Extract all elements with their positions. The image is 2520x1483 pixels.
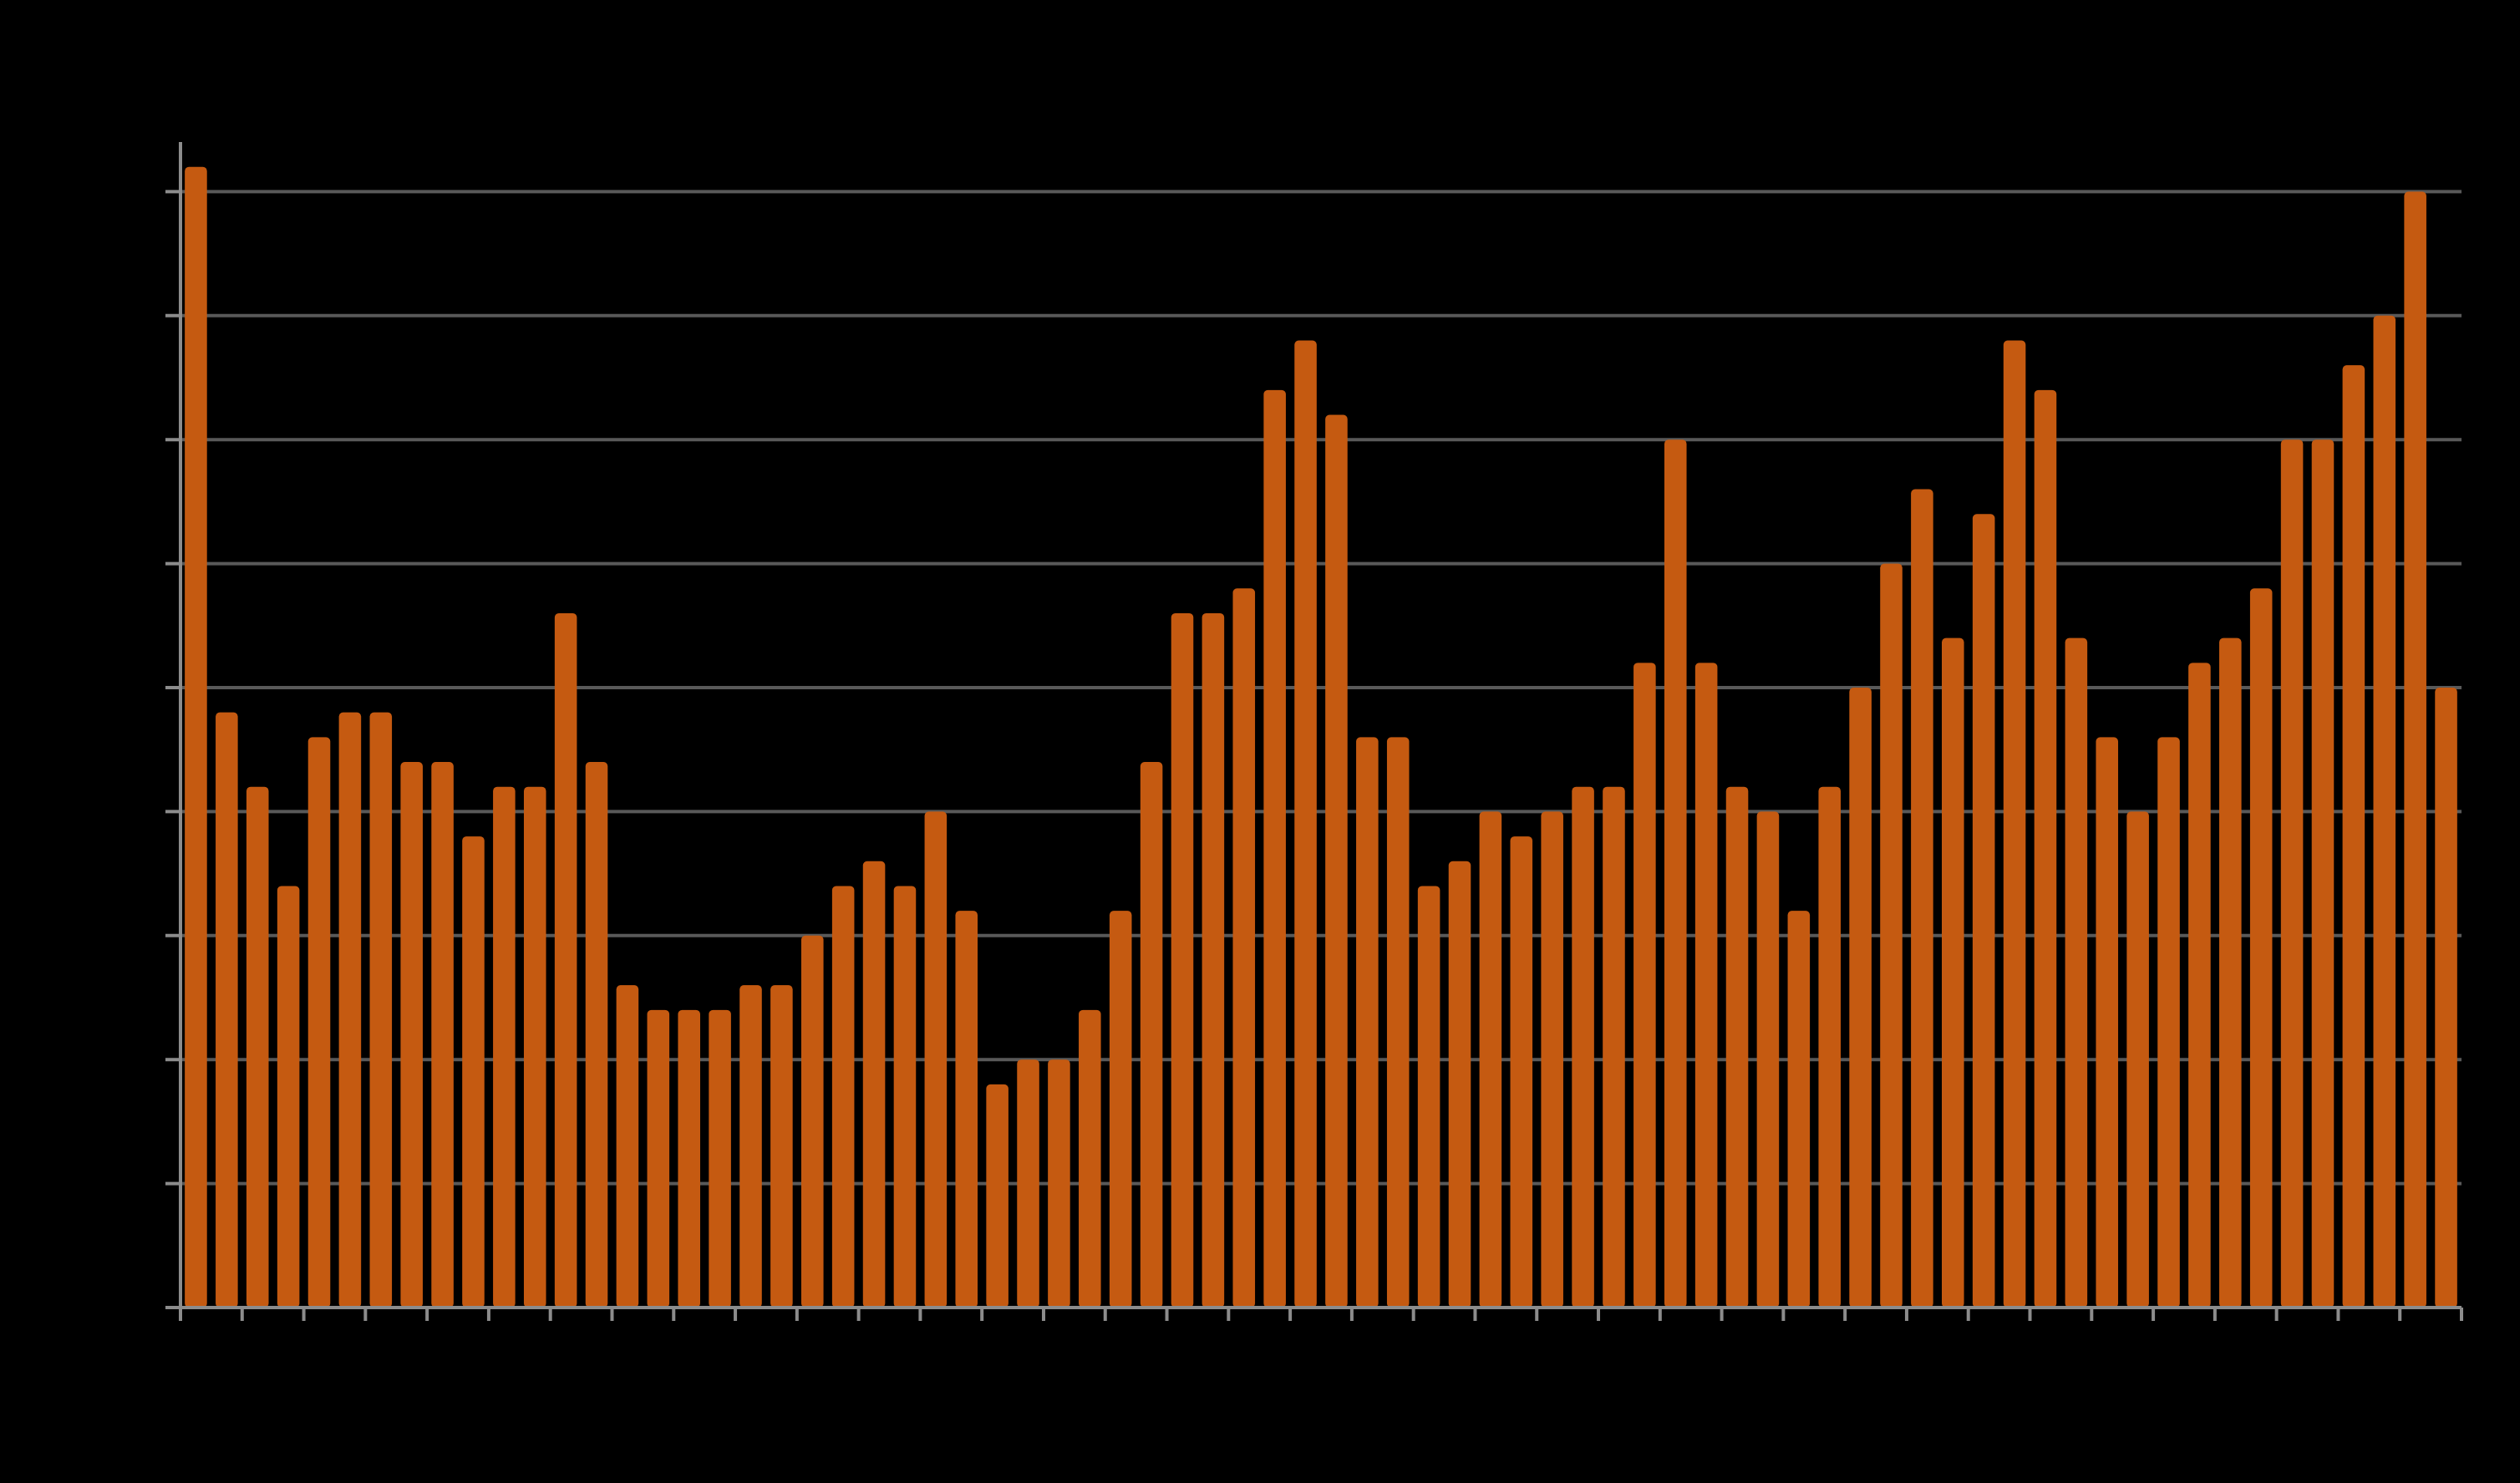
bar: [2096, 737, 2119, 1308]
bar: [493, 786, 516, 1308]
bar: [2126, 811, 2149, 1308]
bar: [2219, 637, 2242, 1308]
bar: [1479, 811, 1502, 1308]
bar: [2157, 737, 2180, 1308]
bar: [277, 886, 300, 1308]
bar: [2342, 365, 2365, 1308]
bar: [647, 1009, 670, 1308]
bar: [2188, 663, 2211, 1308]
bar: [2065, 637, 2088, 1308]
bar: [369, 712, 393, 1308]
bar: [1942, 637, 1964, 1308]
bar: [307, 737, 331, 1308]
bar: [2373, 315, 2396, 1308]
bar: [1017, 1059, 1039, 1308]
bar: [1417, 886, 1440, 1308]
bar: [1880, 563, 1903, 1308]
bar: [2311, 439, 2335, 1308]
bar: [831, 886, 855, 1308]
bar: [2003, 340, 2026, 1308]
bar: [523, 786, 546, 1308]
bar: [955, 911, 978, 1308]
bar: [2280, 439, 2304, 1308]
bar: [862, 861, 886, 1308]
bar: [1572, 786, 1594, 1308]
bar: [1448, 861, 1471, 1308]
bar: [431, 762, 454, 1308]
bar: [2404, 191, 2426, 1308]
bar: [986, 1084, 1009, 1308]
bar: [1725, 786, 1749, 1308]
bar: [1386, 737, 1410, 1308]
bar: [216, 712, 238, 1308]
bar: [1202, 612, 1225, 1308]
bar: [678, 1009, 700, 1308]
bar: [1633, 663, 1656, 1308]
bar: [1787, 911, 1811, 1308]
bar: [246, 786, 269, 1308]
bar: [1756, 811, 1780, 1308]
bar: [1140, 762, 1163, 1308]
bar: [616, 985, 639, 1308]
bar: [709, 1009, 731, 1308]
bar: [1818, 786, 1841, 1308]
bars: [185, 166, 2457, 1308]
bar: [1603, 786, 1625, 1308]
bar: [400, 762, 423, 1308]
bar: [462, 836, 485, 1308]
bar: [1356, 737, 1379, 1308]
bar: [1294, 340, 1317, 1308]
bar: [585, 762, 608, 1308]
bar: [1911, 489, 1933, 1308]
bar: [1664, 439, 1687, 1308]
bar: [338, 712, 362, 1308]
bar: [893, 886, 917, 1308]
bar: [739, 985, 762, 1308]
bar: [924, 811, 948, 1308]
bar: [1849, 688, 1872, 1308]
bar: [1109, 911, 1132, 1308]
bar: [1694, 663, 1718, 1308]
bar: [770, 985, 793, 1308]
bar: [2249, 588, 2273, 1308]
bar: [185, 166, 207, 1308]
x-axis-ticks: [179, 1308, 2463, 1321]
bar: [1171, 612, 1194, 1308]
bar: [1079, 1009, 1101, 1308]
bar: [1510, 836, 1533, 1308]
bar: [1263, 389, 1286, 1308]
bar: [554, 612, 577, 1308]
bar: [1048, 1059, 1070, 1308]
bar: [1325, 414, 1348, 1308]
bar: [1972, 514, 1995, 1308]
bar: [1232, 588, 1256, 1308]
bar: [1541, 811, 1563, 1308]
bar: [801, 935, 824, 1308]
bar: [2034, 389, 2057, 1308]
bar: [2435, 688, 2457, 1308]
